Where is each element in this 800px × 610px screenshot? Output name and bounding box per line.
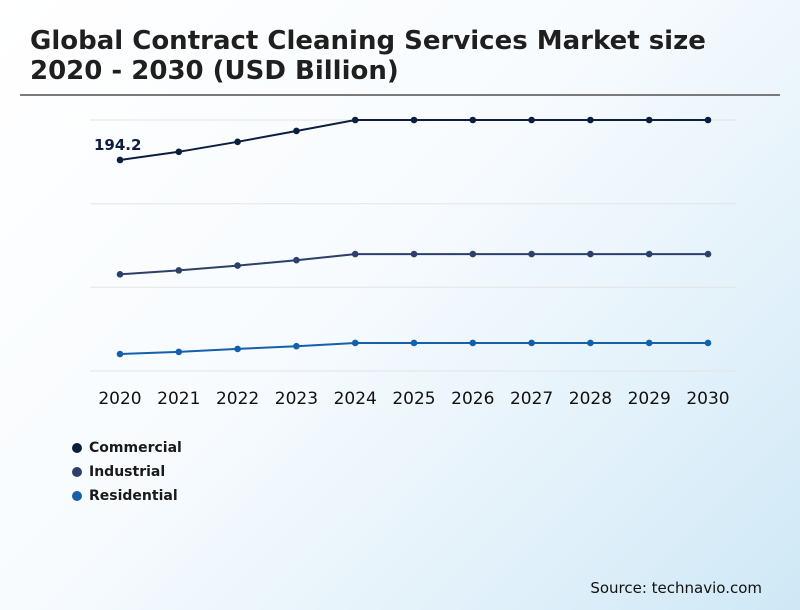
data-labels: 194.2 bbox=[94, 136, 141, 154]
data-point bbox=[175, 267, 183, 274]
x-tick-label: 2027 bbox=[510, 389, 553, 409]
data-point bbox=[410, 339, 418, 347]
legend-marker bbox=[72, 443, 82, 453]
chart-title: Global Contract Cleaning Services Market… bbox=[30, 26, 706, 86]
gridlines bbox=[90, 119, 736, 372]
data-point bbox=[293, 127, 300, 135]
legend-label: Industrial bbox=[89, 464, 166, 480]
legend-marker bbox=[72, 467, 82, 477]
data-point bbox=[587, 116, 594, 124]
series-residential bbox=[116, 339, 712, 358]
legend-label: Residential bbox=[89, 488, 178, 504]
data-point bbox=[116, 350, 124, 358]
data-point bbox=[351, 339, 359, 347]
x-tick-label: 2021 bbox=[157, 389, 200, 409]
x-tick-label: 2024 bbox=[334, 389, 377, 409]
data-point bbox=[587, 339, 594, 347]
data-point bbox=[234, 345, 241, 353]
x-tick-label: 2030 bbox=[686, 389, 729, 409]
data-point bbox=[469, 116, 477, 124]
legend-item: Industrial bbox=[72, 460, 182, 484]
data-point bbox=[704, 116, 712, 124]
x-tick-label: 2020 bbox=[98, 389, 141, 409]
series-line bbox=[119, 119, 708, 161]
x-tick-label: 2025 bbox=[392, 389, 435, 409]
data-point bbox=[704, 250, 712, 258]
data-point bbox=[410, 250, 418, 258]
legend-item: Commercial bbox=[72, 436, 182, 460]
data-point bbox=[528, 250, 535, 258]
data-point bbox=[351, 116, 359, 124]
legend-item: Residential bbox=[72, 484, 182, 508]
x-tick-label: 2029 bbox=[628, 389, 671, 409]
data-point bbox=[704, 339, 712, 347]
source-note: Source: technavio.com bbox=[590, 579, 762, 597]
series-commercial bbox=[116, 116, 712, 164]
data-point bbox=[293, 342, 300, 350]
data-point bbox=[351, 250, 359, 258]
x-axis: 2020 2021 2022 2023 2024 2025 2026 2027 2028 2029… bbox=[98, 389, 729, 409]
data-point bbox=[528, 339, 535, 347]
title-divider bbox=[20, 94, 780, 96]
x-tick-label: 2026 bbox=[451, 389, 494, 409]
data-point bbox=[645, 116, 653, 124]
data-point bbox=[410, 116, 418, 124]
data-point bbox=[587, 250, 594, 258]
data-point bbox=[645, 339, 653, 347]
data-point bbox=[469, 339, 477, 347]
data-point bbox=[645, 250, 653, 258]
data-point bbox=[116, 270, 124, 278]
data-point bbox=[175, 348, 183, 356]
data-point bbox=[293, 256, 300, 264]
x-tick-label: 2028 bbox=[569, 389, 612, 409]
series-industrial bbox=[116, 250, 712, 278]
data-point bbox=[175, 148, 183, 156]
data-point bbox=[528, 116, 535, 124]
data-point bbox=[469, 250, 477, 258]
series-lines bbox=[116, 116, 712, 358]
x-tick-label: 2023 bbox=[275, 389, 318, 409]
legend: Commercial Industrial Residential bbox=[72, 436, 182, 508]
x-tick-label: 2022 bbox=[216, 389, 259, 409]
data-point bbox=[116, 156, 124, 164]
data-point bbox=[234, 262, 241, 269]
data-point bbox=[234, 138, 241, 146]
legend-label: Commercial bbox=[89, 440, 182, 456]
legend-marker bbox=[72, 491, 82, 501]
data-label: 194.2 bbox=[94, 136, 141, 154]
